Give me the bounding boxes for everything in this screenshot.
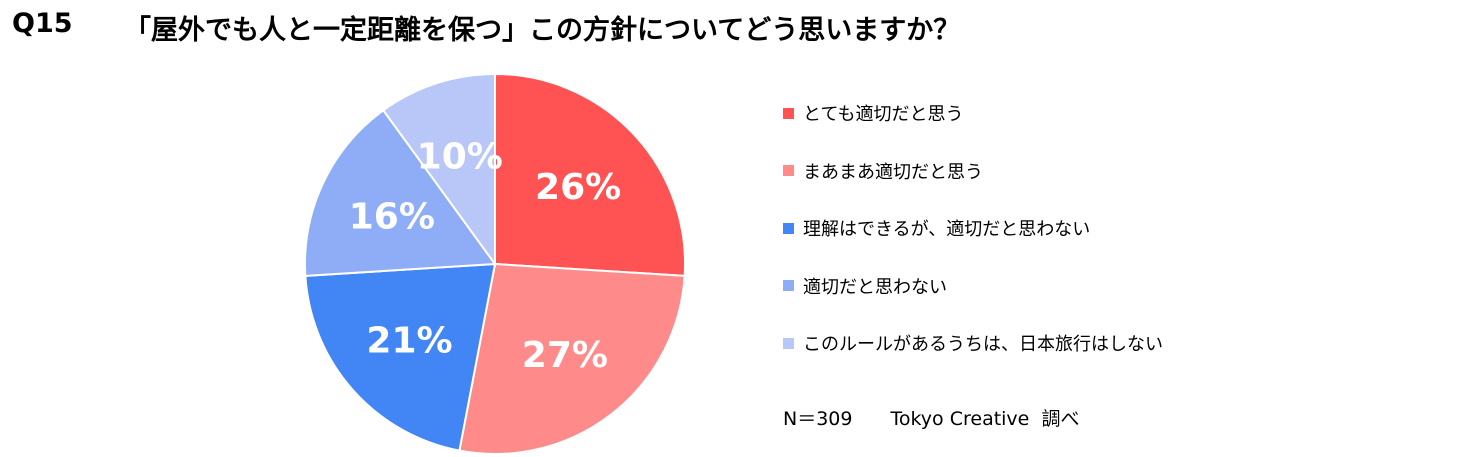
legend-swatch bbox=[783, 107, 794, 119]
legend-item-2: まあまあ適切だと思う bbox=[783, 158, 983, 184]
slice-label-2: 27% bbox=[522, 335, 608, 376]
legend-swatch bbox=[783, 337, 794, 349]
slice-label-5: 10% bbox=[417, 137, 503, 178]
legend-item-3: 理解はできるが、適切だと思わない bbox=[783, 215, 1090, 241]
legend-label: まあまあ適切だと思う bbox=[803, 161, 983, 183]
slice-label-3: 21% bbox=[366, 320, 452, 361]
legend-label: 適切だと思わない bbox=[803, 276, 947, 298]
legend-swatch bbox=[783, 280, 794, 291]
legend-item-5: このルールがあるうちは、日本旅行はしない bbox=[783, 330, 1163, 356]
pie-slice-2 bbox=[458, 262, 686, 455]
slice-label-4: 16% bbox=[349, 196, 435, 237]
legend-label: 理解はできるが、適切だと思わない bbox=[803, 219, 1091, 240]
pie-slice-3 bbox=[304, 262, 497, 452]
legend-item-4: 適切だと思わない bbox=[783, 273, 947, 299]
chart-title: 「屋外でも人と一定距離を保つ」この方針についてどう思いますか？ bbox=[124, 15, 961, 46]
legend-label: このルールがあるうちは、日本旅行はしない bbox=[803, 334, 1163, 355]
pie-slice-5 bbox=[381, 72, 496, 268]
legend-item-1: とても適切だと思う bbox=[783, 100, 964, 126]
pie-slice-4 bbox=[304, 108, 497, 277]
pie-slice-1 bbox=[494, 72, 686, 277]
source-note: N＝309 Tokyo Creative 調べ bbox=[783, 408, 1080, 430]
question-number: Q15 bbox=[12, 8, 73, 39]
slice-label-1: 26% bbox=[535, 167, 621, 208]
legend-swatch bbox=[783, 222, 794, 234]
legend-label: とても適切だと思う bbox=[803, 104, 964, 125]
legend-swatch bbox=[783, 165, 794, 176]
